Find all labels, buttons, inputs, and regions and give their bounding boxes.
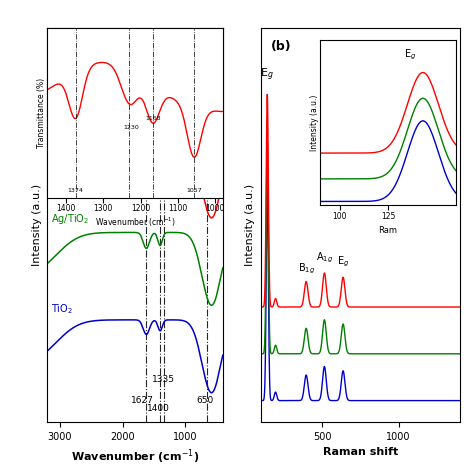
Text: 650: 650 — [196, 396, 213, 405]
X-axis label: Raman shift: Raman shift — [323, 447, 398, 457]
Text: TiO$_2$/GO: TiO$_2$/GO — [51, 124, 91, 138]
Text: E$_g$: E$_g$ — [260, 67, 274, 83]
Text: Ag/TiO$_2$: Ag/TiO$_2$ — [51, 211, 89, 226]
Text: (b): (b) — [271, 40, 292, 53]
Text: 1400: 1400 — [146, 404, 169, 413]
Y-axis label: Intensity (a.u.): Intensity (a.u.) — [245, 184, 255, 266]
Text: E$_g$: E$_g$ — [337, 255, 349, 269]
Text: 1627: 1627 — [131, 396, 154, 405]
Text: B$_{1g}$: B$_{1g}$ — [298, 261, 315, 276]
X-axis label: Wavenumber (cm$^{-1}$): Wavenumber (cm$^{-1}$) — [71, 447, 199, 466]
Text: TiO$_2$: TiO$_2$ — [51, 302, 73, 316]
Y-axis label: Intensity (a.u.): Intensity (a.u.) — [32, 184, 42, 266]
Text: 1335: 1335 — [152, 374, 175, 383]
Text: A$_{1g}$: A$_{1g}$ — [316, 251, 333, 265]
